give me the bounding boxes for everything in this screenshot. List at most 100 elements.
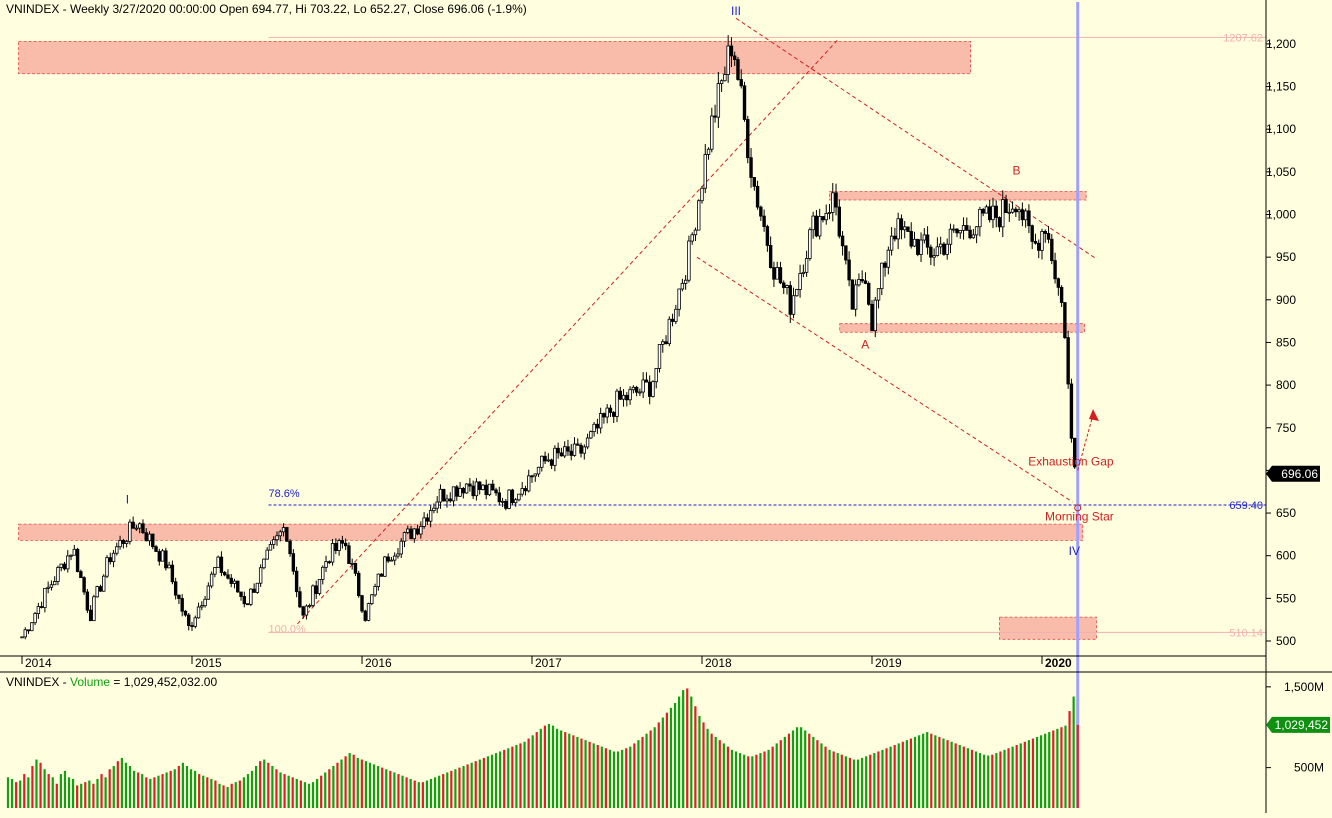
candle-body-184 <box>621 394 626 400</box>
candle-178 <box>602 412 606 424</box>
candle-body-150 <box>510 489 515 504</box>
volume-bar-69 <box>287 775 290 808</box>
candle-150 <box>510 488 515 506</box>
volume-bar-244 <box>999 751 1002 808</box>
volume-bar-134 <box>551 725 555 808</box>
volume-bar-180 <box>739 753 742 808</box>
candle-60 <box>216 555 220 568</box>
candle-72 <box>255 582 260 594</box>
candle-body-247 <box>827 212 832 214</box>
candle-body-149 <box>507 489 511 509</box>
candle-297 <box>991 197 995 229</box>
candle-153 <box>520 481 524 497</box>
candle-body-157 <box>533 473 537 477</box>
candle-114 <box>392 552 397 566</box>
candle-body-183 <box>618 390 622 400</box>
candle-body-216 <box>726 45 730 75</box>
volume-bar-48 <box>202 775 205 808</box>
candle-body-168 <box>569 450 573 456</box>
candle-body-177 <box>598 413 603 429</box>
candle-262 <box>876 288 881 309</box>
volume-bar-236 <box>966 748 969 808</box>
candle-body-312 <box>1040 231 1044 251</box>
candle-body-76 <box>268 544 273 551</box>
candle-280 <box>935 237 940 257</box>
candle-body-277 <box>925 234 930 248</box>
candle-12 <box>59 563 63 572</box>
candle-187 <box>631 385 636 394</box>
volume-bar-187 <box>767 749 770 808</box>
volume-bar-225 <box>922 733 925 808</box>
candle-body-319 <box>1063 302 1067 338</box>
candle-37 <box>141 519 145 534</box>
volume-bar-260 <box>1064 725 1067 808</box>
candle-body-37 <box>141 523 145 534</box>
candle-243 <box>814 210 819 238</box>
volume-bar-51 <box>214 780 217 808</box>
volume-bar-190 <box>779 740 782 808</box>
volume-bar-185 <box>759 753 762 808</box>
candle-body-165 <box>559 452 564 457</box>
candle-body-96 <box>334 543 338 551</box>
candle-body-251 <box>840 235 845 247</box>
x-tick-label-4: 2018 <box>705 656 732 670</box>
candle-body-86 <box>301 606 305 616</box>
volume-bar-107 <box>442 774 445 808</box>
y-tick-label-11: 1,050 <box>1266 165 1296 179</box>
candle-body-214 <box>719 80 724 84</box>
candle-21 <box>88 605 93 622</box>
candle-body-58 <box>209 573 214 587</box>
candle-142 <box>484 479 488 500</box>
candle-205 <box>690 232 694 245</box>
candle-18 <box>79 569 83 579</box>
volume-bar-248 <box>1015 745 1018 808</box>
candle-152 <box>517 493 521 502</box>
candle-143 <box>487 483 492 497</box>
volume-bar-237 <box>970 749 974 808</box>
candle-318 <box>1059 285 1064 307</box>
candle-body-147 <box>500 500 505 503</box>
candle-body-260 <box>870 303 874 332</box>
candle-125 <box>428 505 433 528</box>
candle-body-111 <box>383 556 387 577</box>
candle-182 <box>615 388 619 423</box>
candle-body-119 <box>409 528 413 540</box>
candle-body-25 <box>102 575 106 592</box>
candle-body-78 <box>275 535 279 541</box>
candle-201 <box>677 288 681 317</box>
candle-203 <box>683 275 688 290</box>
volume-bar-189 <box>775 743 778 808</box>
candle-body-205 <box>690 234 694 242</box>
candle-body-161 <box>546 459 551 462</box>
volume-bar-162 <box>665 712 669 808</box>
candle-276 <box>922 227 927 244</box>
candle-45 <box>167 561 171 569</box>
candle-74 <box>262 558 266 570</box>
candle-173 <box>585 433 590 450</box>
candle-body-53 <box>193 617 197 627</box>
volume-bar-111 <box>458 767 461 808</box>
candle-101 <box>350 558 354 570</box>
candle-244 <box>817 208 822 240</box>
volume-bar-98 <box>405 777 408 808</box>
candle-98 <box>340 535 345 549</box>
candle-body-286 <box>955 228 959 234</box>
candle-body-82 <box>288 540 292 555</box>
candle-body-1 <box>23 629 27 638</box>
candle-263 <box>880 262 884 296</box>
volume-bar-109 <box>450 770 453 808</box>
candle-body-171 <box>579 444 583 454</box>
volume-bar-207 <box>848 757 852 808</box>
candle-body-290 <box>968 229 972 239</box>
candle-96 <box>334 538 338 555</box>
volume-bar-243 <box>995 753 998 808</box>
candle-body-104 <box>360 595 364 612</box>
candle-body-130 <box>445 498 449 502</box>
candle-body-304 <box>1014 208 1018 213</box>
candle-210 <box>706 147 711 160</box>
candle-body-4 <box>33 613 37 624</box>
candle-body-131 <box>448 498 452 502</box>
candle-body-199 <box>670 318 675 322</box>
candle-body-167 <box>566 446 570 452</box>
candle-131 <box>448 492 452 503</box>
